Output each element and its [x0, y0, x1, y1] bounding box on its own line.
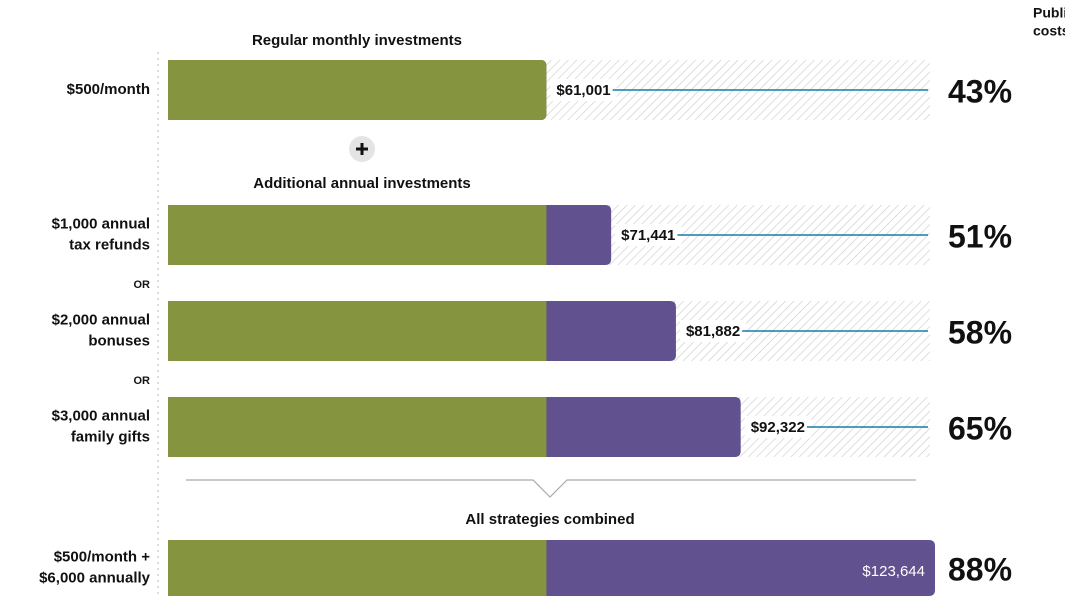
row-label: bonuses [88, 332, 150, 349]
row-label: $500/month [67, 81, 150, 98]
section-title: Additional annual investments [253, 175, 471, 192]
bar-base [168, 397, 547, 457]
coverage: 51% [948, 218, 1012, 254]
row-label: family gifts [71, 428, 150, 445]
row-label: $500/month + [54, 548, 151, 565]
label-bg [550, 79, 617, 101]
label-bg [679, 320, 747, 342]
divider [186, 479, 916, 498]
or-label: OR [134, 375, 151, 387]
label-bg [744, 416, 811, 438]
row-label: tax refunds [69, 236, 150, 253]
value-label: $71,441 [621, 227, 675, 244]
coverage: 88% [948, 551, 1012, 587]
bar-base [168, 60, 547, 120]
row-label: $3,000 annual [52, 407, 150, 424]
bar-base [168, 205, 547, 265]
bar-base [168, 301, 547, 361]
or-label: OR [134, 279, 151, 291]
header: costs covered [1033, 23, 1065, 39]
value-label: $61,001 [556, 82, 610, 99]
value-label: $123,644 [862, 563, 925, 580]
coverage: 58% [948, 314, 1012, 350]
label-bg [615, 224, 682, 246]
value-label: $81,882 [686, 323, 740, 340]
coverage: 65% [948, 410, 1012, 446]
section-title: All strategies combined [465, 511, 634, 528]
header: Public college [1033, 5, 1065, 21]
row-label: $1,000 annual [52, 215, 150, 232]
row-label: $2,000 annual [52, 311, 150, 328]
row-label: $6,000 annually [39, 569, 151, 586]
section-title: Regular monthly investments [252, 32, 462, 49]
plus-icon [356, 143, 368, 155]
bar-base [168, 540, 547, 596]
value-label: $92,322 [751, 419, 805, 436]
coverage: 43% [948, 73, 1012, 109]
